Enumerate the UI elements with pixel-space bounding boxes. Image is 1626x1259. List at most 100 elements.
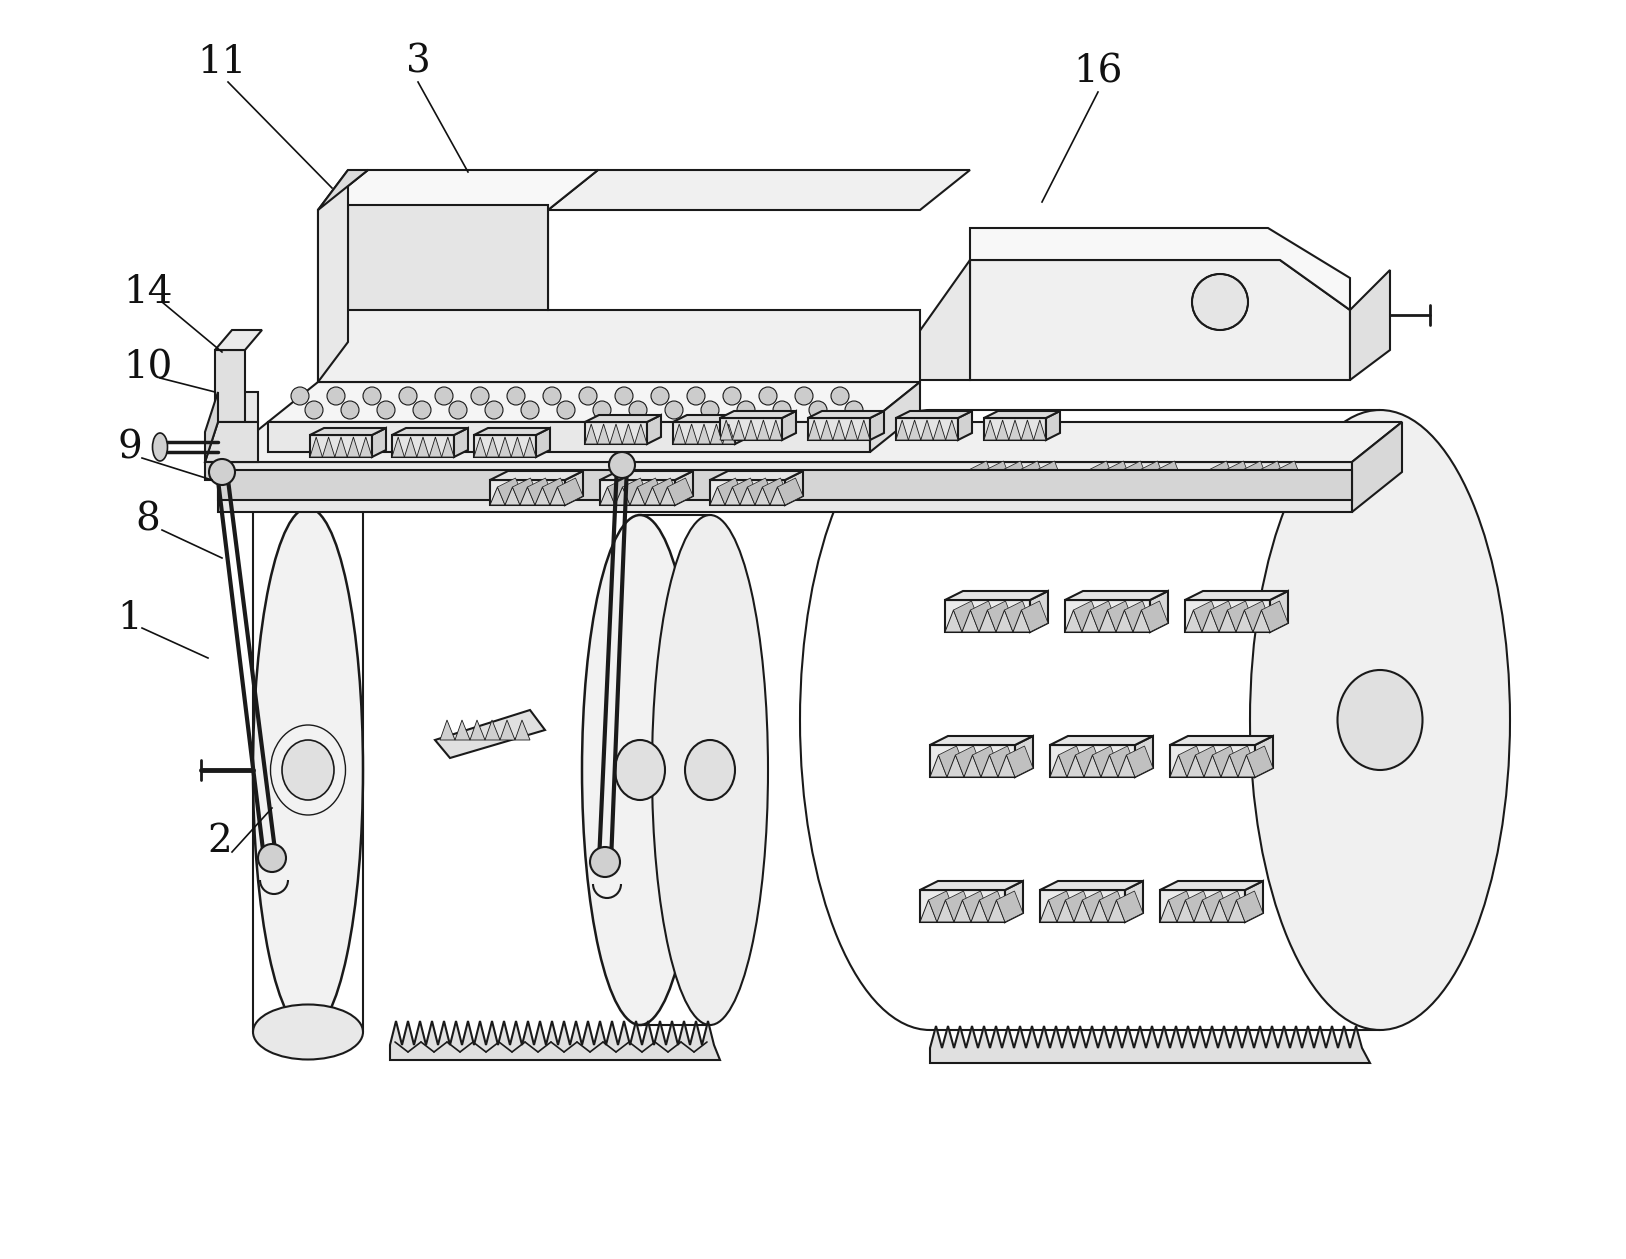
Polygon shape [1099, 611, 1115, 632]
Polygon shape [1159, 881, 1263, 890]
Polygon shape [348, 205, 548, 310]
Polygon shape [945, 590, 1049, 601]
Polygon shape [1091, 900, 1107, 922]
Polygon shape [1185, 891, 1211, 922]
Polygon shape [1185, 611, 1202, 632]
Polygon shape [808, 421, 821, 439]
Polygon shape [1276, 461, 1302, 492]
Polygon shape [1125, 601, 1151, 632]
Polygon shape [971, 900, 989, 922]
Polygon shape [930, 1026, 1371, 1063]
Polygon shape [1125, 881, 1143, 922]
Polygon shape [1202, 611, 1220, 632]
Circle shape [291, 387, 309, 405]
Polygon shape [933, 421, 946, 439]
Polygon shape [1067, 755, 1085, 777]
Polygon shape [673, 424, 686, 444]
Polygon shape [711, 480, 785, 505]
Polygon shape [920, 881, 1023, 890]
Polygon shape [698, 424, 711, 444]
Polygon shape [1127, 747, 1153, 777]
Polygon shape [1268, 470, 1285, 492]
Circle shape [701, 402, 719, 419]
Polygon shape [455, 720, 470, 740]
Circle shape [590, 847, 620, 878]
Circle shape [846, 402, 863, 419]
Circle shape [795, 387, 813, 405]
Polygon shape [1008, 421, 1021, 439]
Polygon shape [1164, 451, 1184, 492]
Polygon shape [454, 428, 468, 457]
Polygon shape [930, 745, 1015, 777]
Polygon shape [372, 428, 385, 457]
Text: 16: 16 [1073, 53, 1122, 91]
Polygon shape [758, 421, 769, 439]
Polygon shape [205, 392, 218, 462]
Polygon shape [311, 437, 322, 457]
Polygon shape [711, 471, 803, 480]
Polygon shape [550, 487, 564, 505]
Polygon shape [436, 710, 545, 758]
Polygon shape [1237, 755, 1255, 777]
Polygon shape [608, 478, 633, 505]
Polygon shape [963, 891, 989, 922]
Polygon shape [885, 261, 971, 380]
Polygon shape [1085, 755, 1101, 777]
Polygon shape [808, 410, 885, 418]
Polygon shape [920, 421, 933, 439]
Circle shape [259, 844, 286, 872]
Polygon shape [998, 755, 1015, 777]
Polygon shape [600, 480, 675, 505]
Polygon shape [489, 487, 506, 505]
Polygon shape [319, 210, 920, 381]
Polygon shape [722, 424, 735, 444]
Polygon shape [218, 470, 1351, 500]
Polygon shape [215, 350, 246, 422]
Polygon shape [319, 170, 598, 210]
Polygon shape [1046, 451, 1063, 492]
Polygon shape [600, 471, 693, 480]
Polygon shape [1148, 470, 1164, 492]
Polygon shape [938, 747, 964, 777]
Circle shape [377, 402, 395, 419]
Polygon shape [1250, 470, 1268, 492]
Circle shape [472, 387, 489, 405]
Polygon shape [1050, 745, 1135, 777]
Polygon shape [543, 478, 567, 505]
Polygon shape [442, 437, 454, 457]
Polygon shape [711, 487, 725, 505]
Polygon shape [997, 891, 1023, 922]
Polygon shape [896, 418, 958, 439]
Ellipse shape [582, 515, 698, 1025]
Polygon shape [1236, 891, 1263, 922]
Polygon shape [501, 720, 515, 740]
Polygon shape [475, 437, 486, 457]
Polygon shape [512, 478, 538, 505]
Polygon shape [1122, 461, 1150, 492]
Polygon shape [1171, 755, 1187, 777]
Polygon shape [717, 478, 743, 505]
Polygon shape [515, 720, 530, 740]
Polygon shape [205, 462, 218, 480]
Polygon shape [920, 900, 937, 922]
Polygon shape [732, 478, 758, 505]
Polygon shape [945, 611, 963, 632]
Polygon shape [520, 487, 535, 505]
Polygon shape [564, 471, 584, 505]
Polygon shape [311, 428, 385, 436]
Circle shape [810, 402, 828, 419]
Polygon shape [1159, 890, 1246, 922]
Circle shape [398, 387, 416, 405]
Polygon shape [1098, 470, 1114, 492]
Circle shape [341, 402, 359, 419]
Ellipse shape [153, 433, 167, 461]
Polygon shape [1193, 900, 1211, 922]
Polygon shape [930, 755, 946, 777]
Polygon shape [1262, 601, 1288, 632]
Polygon shape [971, 261, 1350, 380]
Polygon shape [392, 428, 468, 436]
Polygon shape [205, 422, 259, 462]
Polygon shape [1114, 470, 1132, 492]
Circle shape [772, 402, 790, 419]
Polygon shape [956, 747, 982, 777]
